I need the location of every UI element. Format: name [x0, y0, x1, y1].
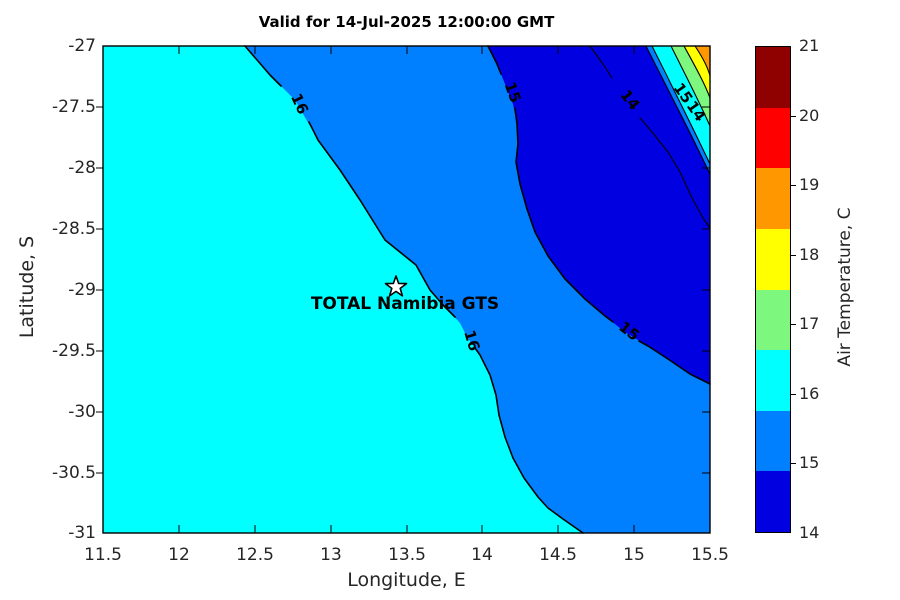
- tick-marks: [96, 46, 710, 533]
- colorbar-band: [756, 350, 790, 411]
- ytick-m29-5: -29.5: [52, 341, 96, 361]
- ytick-m31: -31: [68, 523, 96, 543]
- colorbar-bands: [756, 47, 790, 532]
- plot-title: Valid for 14-Jul-2025 12:00:00 GMT: [258, 13, 555, 31]
- colorbar-band: [756, 410, 790, 472]
- xtick-15-5: 15.5: [691, 545, 729, 565]
- contour-label-16-south: 16: [460, 328, 483, 353]
- colorbar-band: [756, 47, 790, 108]
- y-axis-label: Latitude, S: [16, 235, 38, 339]
- cblabel-14: 14: [799, 523, 820, 542]
- ytick-m27-5: -27.5: [52, 97, 96, 117]
- xtick-14-5: 14.5: [539, 545, 577, 565]
- station-star-icon: [384, 275, 408, 297]
- colorbar-tick-19: [791, 185, 796, 186]
- colorbar-tick-20: [791, 116, 796, 117]
- xtick-15: 15: [623, 545, 645, 565]
- colorbar-tick-16: [791, 394, 796, 395]
- colorbar-axis-label: Air Temperature, C: [835, 207, 855, 367]
- cblabel-17: 17: [799, 314, 820, 333]
- corner-band-17-green: [671, 46, 710, 126]
- colorbar-band: [756, 471, 790, 532]
- ytick-m28: -28: [68, 158, 96, 178]
- xtick-12: 12: [168, 545, 190, 565]
- colorbar-band: [756, 228, 790, 290]
- xtick-14: 14: [471, 545, 493, 565]
- ytick-m30-5: -30.5: [52, 463, 96, 483]
- station-label: TOTAL Namibia GTS: [311, 294, 499, 314]
- colorbar-tick-17: [791, 324, 796, 325]
- ytick-m28-5: -28.5: [52, 219, 96, 239]
- ytick-m30: -30: [68, 402, 96, 422]
- cblabel-15: 15: [799, 453, 820, 472]
- colorbar-band: [756, 289, 790, 351]
- cblabel-16: 16: [799, 384, 820, 403]
- colorbar-tick-18: [791, 255, 796, 256]
- corner-band-18-yellow: [684, 46, 710, 98]
- xtick-11-5: 11.5: [84, 545, 122, 565]
- ytick-m27: -27: [68, 36, 96, 56]
- colorbar: [755, 46, 791, 533]
- plot-border: [102, 45, 711, 534]
- cblabel-18: 18: [799, 245, 820, 264]
- ytick-m29: -29: [68, 280, 96, 300]
- xtick-13: 13: [320, 545, 342, 565]
- corner-band-19-orange: [695, 46, 710, 76]
- corner-isolines: [645, 45, 711, 175]
- x-axis-label: Longitude, E: [347, 569, 466, 591]
- cblabel-19: 19: [799, 175, 820, 194]
- colorbar-band: [756, 107, 790, 169]
- xtick-13-5: 13.5: [388, 545, 426, 565]
- cblabel-20: 20: [799, 106, 820, 125]
- colorbar-band: [756, 168, 790, 229]
- xtick-12-5: 12.5: [236, 545, 274, 565]
- isoline-14: [589, 45, 711, 229]
- region-14C-darkblue: [488, 46, 710, 384]
- cblabel-21: 21: [799, 36, 820, 55]
- isoline-16: [244, 45, 584, 534]
- isoline-15: [487, 45, 711, 385]
- contour-map: 16 16 15 15 14 15 14 TOTAL Namibia GTS: [96, 45, 711, 534]
- colorbar-tick-15: [791, 463, 796, 464]
